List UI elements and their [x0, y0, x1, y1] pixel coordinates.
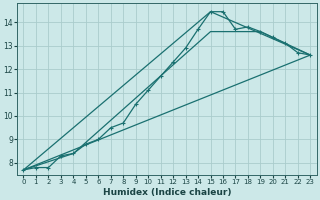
X-axis label: Humidex (Indice chaleur): Humidex (Indice chaleur) — [103, 188, 231, 197]
